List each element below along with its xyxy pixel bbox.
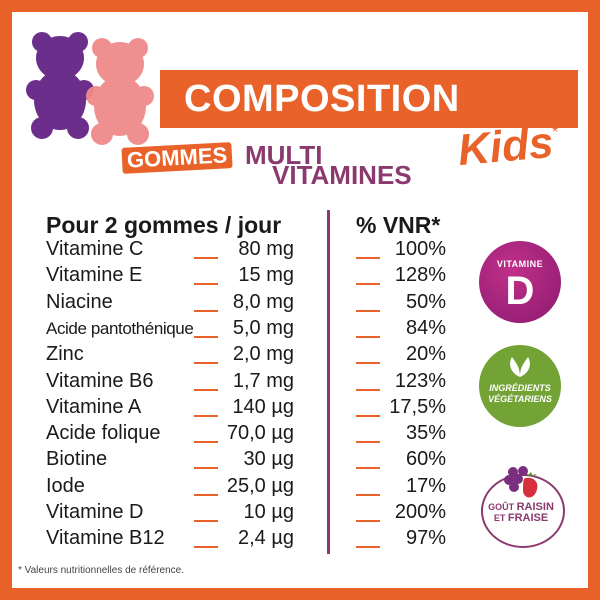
leader-dash: [356, 388, 380, 391]
nutrient-vnr: 84%: [405, 316, 446, 339]
leader-dash: [356, 441, 380, 444]
subtitle-multi: MULTI: [245, 140, 323, 170]
nutrient-name: Vitamine D: [46, 501, 144, 523]
table-header-vnr: % VNR*: [356, 212, 441, 238]
leader-dash: [356, 362, 380, 365]
nutrient-name: Vitamine B12: [46, 527, 165, 550]
leader-dash: [356, 520, 380, 522]
nutrient-amount: 25,0 µg: [226, 474, 294, 497]
vegetarian-badge: INGRÉDIENTS VÉGÉTARIENS: [479, 345, 561, 427]
nutrient-amount: 8,0 mg: [232, 290, 294, 313]
nutrient-amount: 10 µg: [243, 501, 294, 523]
title-banner: [160, 70, 578, 128]
leader-dash: [356, 414, 380, 417]
grape-strawberry-icon: [504, 466, 538, 498]
nutrient-name: Vitamine B6: [46, 369, 154, 392]
leaf-icon: [510, 357, 530, 377]
leader-dash: [356, 309, 380, 312]
leader-dash: [194, 467, 218, 470]
leader-dash: [356, 257, 380, 259]
table-row: Vitamine E 15 mg 128%: [46, 264, 456, 290]
nutrient-vnr: 17%: [405, 474, 446, 497]
nutrient-amount: 15 mg: [238, 264, 294, 287]
table-row: Iode 25,0 µg 17%: [46, 475, 456, 501]
leader-dash: [356, 335, 380, 338]
table-row: Biotine 30 µg 60%: [46, 448, 456, 474]
nutrient-name: Acide folique: [46, 422, 161, 445]
taste-badge: GOÛT RAISIN ET FRAISE: [479, 462, 565, 548]
gummy-bears-illustration: [26, 32, 154, 145]
taste-et: ET: [493, 513, 506, 523]
page-title: COMPOSITION: [184, 78, 460, 120]
column-divider: [327, 210, 330, 554]
nutrient-vnr: 123%: [394, 369, 446, 392]
nutrient-name: Vitamine C: [46, 238, 144, 260]
nutrient-amount: 2,0 mg: [232, 343, 294, 366]
leader-dash: [356, 467, 380, 470]
vitamin-d-letter: D: [505, 269, 535, 313]
table-row: Niacine 8,0 mg 50%: [46, 291, 456, 317]
kids-asterisk: *: [552, 124, 559, 141]
leader-dash: [194, 335, 218, 338]
nutrient-name: Iode: [46, 474, 85, 497]
vegetarian-line2: VÉGÉTARIENS: [488, 394, 552, 404]
subtitle-kids: Kids: [456, 117, 556, 176]
table-row: Acide folique 70,0 µg 35%: [46, 422, 456, 448]
taste-fraise: FRAISE: [507, 512, 549, 524]
vitamin-d-badge: VITAMINE D: [479, 241, 561, 323]
nutrient-vnr: 50%: [405, 290, 446, 313]
nutrient-name: Vitamine E: [46, 264, 143, 287]
nutrient-name: Acide pantothénique: [46, 318, 194, 338]
leader-dash: [194, 441, 218, 444]
nutrient-amount: 5,0 mg: [232, 316, 294, 339]
leader-dash: [194, 283, 218, 286]
taste-raisin: RAISIN: [516, 501, 554, 513]
table-row: Vitamine B12 2,4 µg 97%: [46, 527, 456, 553]
leader-dash: [194, 309, 218, 312]
leader-dash: [356, 283, 380, 286]
nutrient-amount: 80 mg: [238, 238, 294, 260]
leader-dash: [194, 414, 218, 417]
nutrient-vnr: 97%: [405, 527, 446, 550]
nutrient-name: Zinc: [46, 343, 84, 366]
leader-dash: [194, 388, 218, 391]
table-row: Acide pantothénique 5,0 mg 84%: [46, 317, 456, 343]
nutrient-amount: 2,4 µg: [237, 527, 294, 550]
vitamin-d-label: VITAMINE: [496, 259, 544, 269]
table-row: Vitamine C 80 mg 100%: [46, 238, 456, 264]
nutrient-name: Biotine: [46, 448, 108, 471]
nutrient-vnr: 100%: [394, 238, 446, 260]
leader-dash: [356, 493, 380, 496]
nutrient-vnr: 128%: [394, 264, 446, 287]
nutrient-amount: 70,0 µg: [226, 422, 294, 445]
nutrient-amount: 1,7 mg: [232, 369, 294, 392]
leader-dash: [194, 546, 218, 549]
taste-prefix: GOÛT: [488, 502, 515, 512]
table-row: Vitamine B6 1,7 mg 123%: [46, 370, 456, 396]
nutrient-vnr: 35%: [405, 422, 446, 445]
nutrient-amount: 140 µg: [232, 395, 294, 418]
table-row: Vitamine A 140 µg 17,5%: [46, 396, 456, 422]
leader-dash: [194, 493, 218, 496]
nutrient-vnr: 20%: [405, 343, 446, 366]
vegetarian-line1: INGRÉDIENTS: [489, 383, 551, 393]
leader-dash: [194, 362, 218, 365]
nutrient-name: Niacine: [46, 290, 113, 313]
leader-dash: [356, 546, 380, 549]
nutrient-amount: 30 µg: [243, 448, 294, 471]
leader-dash: [194, 520, 218, 522]
table-header-dose: Pour 2 gommes / jour: [46, 212, 282, 238]
nutrient-vnr: 60%: [405, 448, 446, 471]
subtitle-vitamines: VITAMINES: [272, 160, 412, 190]
nutrient-name: Vitamine A: [46, 395, 142, 418]
table-row: Vitamine D 10 µg 200%: [46, 501, 456, 527]
footnote: * Valeurs nutritionnelles de référence.: [18, 565, 185, 576]
nutrient-vnr: 200%: [394, 501, 446, 523]
leader-dash: [194, 257, 218, 259]
table-row: Zinc 2,0 mg 20%: [46, 343, 456, 369]
nutrient-vnr: 17,5%: [389, 395, 446, 418]
